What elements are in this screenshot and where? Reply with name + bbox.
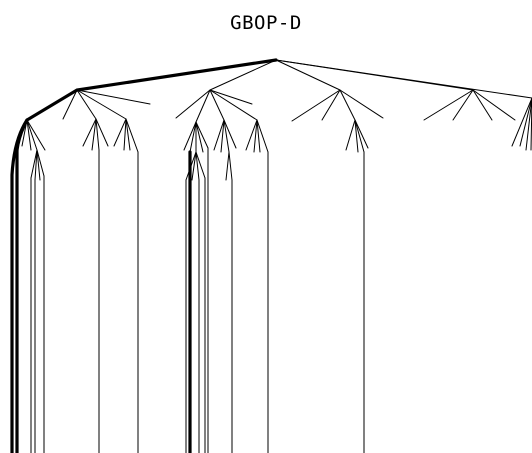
vertical-branches	[30, 147, 365, 453]
node-d-edges	[423, 89, 516, 121]
root-node-edges	[209, 59, 532, 99]
tree-title: GBOP-D	[230, 12, 302, 34]
node-a1-edges	[21, 119, 46, 181]
node-b-subfans	[183, 119, 269, 181]
node-a-subfans	[82, 118, 139, 153]
node-a-edges	[62, 89, 151, 120]
node-c-edges	[291, 89, 384, 153]
highlighted-path	[10, 58, 278, 453]
node-b-edges	[175, 89, 258, 123]
node-e-edges	[511, 97, 532, 151]
